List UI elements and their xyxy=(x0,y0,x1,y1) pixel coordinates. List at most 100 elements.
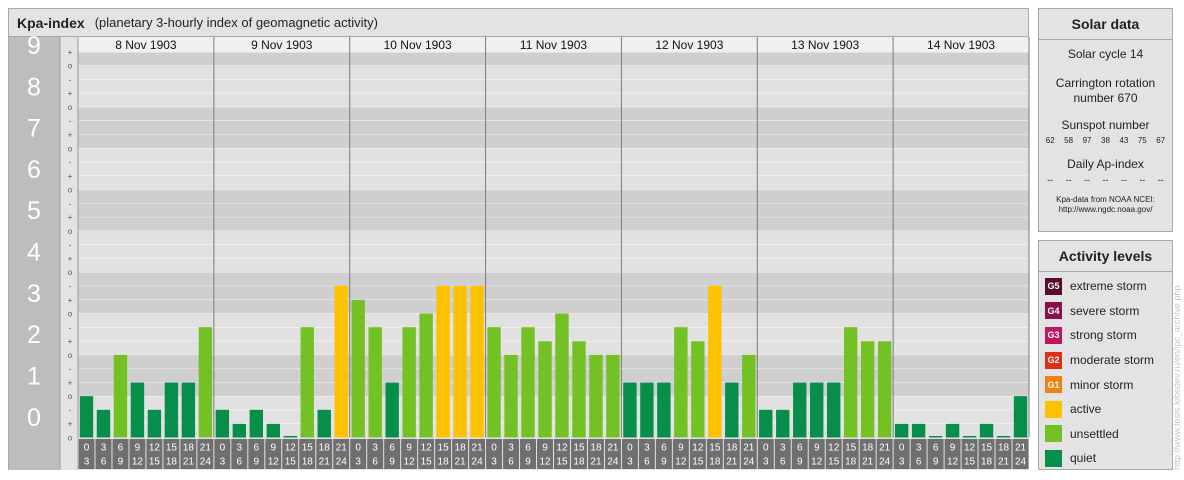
interval-end-label: 12 xyxy=(675,457,687,468)
band-8 xyxy=(78,65,1029,107)
interval-cell xyxy=(384,439,401,469)
y-axis-column xyxy=(9,37,60,470)
y-tick-label: 7 xyxy=(27,115,41,143)
interval-end-label: 18 xyxy=(845,457,857,468)
interval-start-label: 15 xyxy=(845,443,857,454)
solar-data-box: Solar data Solar cycle 14 Carrington rot… xyxy=(1038,8,1173,232)
activity-levels-box: Activity levels G5 extreme storm G4 severe … xyxy=(1038,240,1173,470)
sub-tick-label: - xyxy=(69,323,72,332)
day-label: 14 Nov 1903 xyxy=(927,38,995,52)
interval-start-label: 9 xyxy=(542,443,548,454)
interval-end-label: 15 xyxy=(556,457,568,468)
interval-end-label: 3 xyxy=(355,457,361,468)
interval-end-label: 24 xyxy=(879,457,891,468)
sub-tick-label: o xyxy=(68,351,73,360)
ap-title: Daily Ap-index xyxy=(1067,157,1144,171)
interval-start-label: 6 xyxy=(797,443,803,454)
level-swatch: G1 xyxy=(1045,376,1062,394)
sub-tick-label: + xyxy=(68,337,73,346)
y-tick-label: 8 xyxy=(27,73,41,101)
kp-bar xyxy=(79,396,94,438)
sunspot-value: 67 xyxy=(1156,136,1166,145)
interval-cell xyxy=(401,439,418,469)
kp-bar xyxy=(640,382,654,438)
interval-start-label: 0 xyxy=(627,443,633,454)
ap-value: -- xyxy=(1102,175,1109,185)
interval-end-label: 6 xyxy=(237,457,243,468)
kp-bar xyxy=(317,409,331,438)
solar-cycle: Solar cycle 14 xyxy=(1067,47,1144,61)
interval-end-label: 3 xyxy=(899,457,905,468)
kp-bar xyxy=(334,285,348,438)
carrington-line-1: Carrington rotation xyxy=(1055,76,1156,90)
kp-bar xyxy=(860,341,875,438)
level-label: minor storm xyxy=(1070,377,1134,392)
sub-tick-label: + xyxy=(68,254,73,263)
interval-start-label: 3 xyxy=(372,443,378,454)
interval-start-label: 3 xyxy=(237,443,243,454)
interval-cell xyxy=(689,439,706,469)
credit-link[interactable]: http://www.tesis.lebedev.ru/en/ipc_archi… xyxy=(1172,285,1182,470)
interval-start-label: 12 xyxy=(421,443,433,454)
interval-start-label: 21 xyxy=(472,443,484,454)
interval-start-label: 21 xyxy=(607,443,619,454)
level-row-extreme-storm: G5 extreme storm xyxy=(1039,274,1172,299)
kp-bar xyxy=(810,382,824,438)
interval-cell xyxy=(927,439,944,469)
kp-bar xyxy=(453,285,467,438)
interval-cell xyxy=(282,439,299,469)
interval-end-label: 3 xyxy=(84,457,90,468)
sub-tick-label: + xyxy=(68,172,73,181)
interval-start-label: 6 xyxy=(389,443,395,454)
interval-start-label: 3 xyxy=(780,443,786,454)
interval-cell xyxy=(197,439,214,469)
interval-cell xyxy=(672,439,689,469)
interval-start-label: 6 xyxy=(254,443,260,454)
interval-start-label: 15 xyxy=(438,443,450,454)
sunspot-values: 62 58 97 38 43 75 67 xyxy=(1039,133,1172,145)
kp-bar xyxy=(164,382,179,438)
interval-cell xyxy=(944,439,961,469)
interval-end-label: 21 xyxy=(590,457,602,468)
kp-bar xyxy=(962,436,977,438)
interval-start-label: 18 xyxy=(455,443,467,454)
interval-start-label: 12 xyxy=(964,443,976,454)
ap-value: -- xyxy=(1065,175,1072,185)
kp-bar xyxy=(232,423,247,438)
sub-tick-label: - xyxy=(69,365,72,374)
kp-bar xyxy=(1013,396,1028,438)
interval-end-label: 15 xyxy=(964,457,976,468)
interval-cell xyxy=(638,439,655,469)
interval-cell xyxy=(961,439,978,469)
sunspot-value: 38 xyxy=(1101,136,1110,145)
interval-end-label: 9 xyxy=(797,457,803,468)
level-label: quiet xyxy=(1070,451,1097,466)
interval-cell xyxy=(180,439,197,469)
sunspot-value: 43 xyxy=(1119,136,1129,145)
interval-start-label: 3 xyxy=(508,443,514,454)
sub-tick-label: o xyxy=(68,62,73,71)
interval-start-label: 3 xyxy=(644,443,650,454)
chart-header: Kpa-index (planetary 3-hourly index of g… xyxy=(9,9,1028,37)
kp-bar xyxy=(928,436,943,438)
level-row-unsettled: unsettled xyxy=(1039,422,1172,447)
kp-bar xyxy=(894,423,909,438)
interval-end-label: 6 xyxy=(372,457,378,468)
interval-start-label: 15 xyxy=(709,443,721,454)
source-link[interactable]: http://www.ngdc.noaa.gov/ xyxy=(1058,205,1153,214)
interval-start-label: 0 xyxy=(220,443,226,454)
kp-bar xyxy=(843,327,858,438)
sub-tick-label: o xyxy=(68,103,73,112)
sub-tick-label: o xyxy=(68,310,73,319)
interval-start-label: 0 xyxy=(355,443,361,454)
interval-end-label: 21 xyxy=(998,457,1010,468)
interval-cell xyxy=(248,439,265,469)
day-label: 9 Nov 1903 xyxy=(251,38,313,52)
interval-start-label: 6 xyxy=(661,443,667,454)
interval-cell xyxy=(825,439,842,469)
interval-end-label: 24 xyxy=(200,457,212,468)
interval-cell xyxy=(910,439,927,469)
interval-cell xyxy=(791,439,808,469)
sunspot-title: Sunspot number xyxy=(1061,118,1150,132)
interval-cell xyxy=(452,439,469,469)
